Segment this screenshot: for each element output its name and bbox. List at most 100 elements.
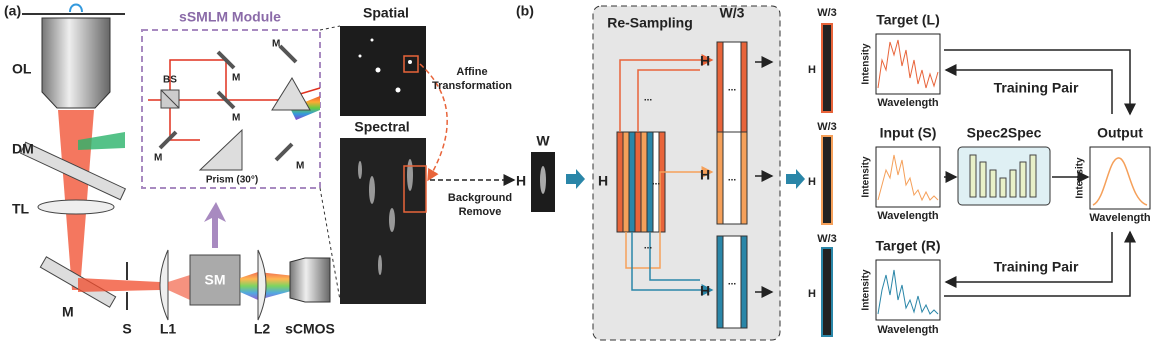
spectrum bbox=[540, 166, 546, 194]
arrow bbox=[944, 230, 1136, 297]
spatial-image bbox=[340, 26, 426, 116]
spectra bbox=[358, 161, 362, 179]
sampling-line bbox=[649, 232, 700, 281]
beam bbox=[168, 275, 190, 300]
plot-title: Output bbox=[1097, 125, 1143, 141]
axis-label: Intensity bbox=[1075, 157, 1086, 199]
spectra bbox=[369, 176, 375, 204]
optic-label: OL bbox=[12, 61, 32, 77]
optic-label: S bbox=[122, 321, 131, 337]
axis-label: Wavelength bbox=[877, 97, 939, 109]
objective bbox=[41, 17, 111, 109]
plot-title: Input (S) bbox=[880, 125, 937, 141]
mirror bbox=[216, 50, 236, 70]
network-title: Spec2Spec bbox=[967, 125, 1042, 141]
affine-label: Transformation bbox=[432, 80, 512, 92]
panel-label: (a) bbox=[4, 3, 21, 19]
plot-frames bbox=[875, 146, 941, 208]
dim-label: H bbox=[598, 173, 608, 189]
beam-path bbox=[148, 59, 227, 101]
mirror bbox=[274, 142, 294, 162]
strip bbox=[821, 23, 833, 113]
spectra bbox=[378, 255, 382, 275]
arrow bbox=[944, 64, 1113, 114]
spectra bbox=[358, 159, 413, 275]
lens bbox=[159, 249, 169, 321]
emitters bbox=[408, 60, 412, 64]
dim-label: H bbox=[808, 176, 816, 188]
ellipsis: ... bbox=[652, 177, 661, 188]
lens bbox=[257, 249, 267, 321]
beam-path bbox=[226, 87, 321, 101]
dim-label: H bbox=[700, 167, 710, 183]
camera bbox=[289, 257, 331, 303]
mirror bbox=[278, 44, 298, 64]
ellipsis: ... bbox=[728, 83, 737, 94]
background-label: Remove bbox=[459, 206, 502, 218]
part-label: Prism (30°) bbox=[206, 175, 258, 186]
output-stacks bbox=[716, 235, 724, 329]
connector bbox=[319, 25, 341, 31]
resampling-title: Re-Sampling bbox=[607, 15, 693, 31]
dim-label: H bbox=[808, 64, 816, 76]
emitters bbox=[358, 38, 412, 93]
plot-frames bbox=[875, 259, 941, 321]
roi bbox=[403, 165, 427, 213]
input-stack bbox=[616, 131, 666, 233]
input-stack bbox=[634, 131, 642, 233]
unet bbox=[1009, 169, 1017, 198]
emitters bbox=[358, 54, 362, 58]
dim-label: W/3 bbox=[817, 7, 837, 19]
plot-frames bbox=[875, 33, 1151, 321]
dim-label: W/3 bbox=[817, 121, 837, 133]
emitters bbox=[395, 87, 401, 93]
optic-label: SM bbox=[205, 272, 226, 288]
unet bbox=[1029, 154, 1037, 198]
plot-frames bbox=[1089, 146, 1151, 210]
output-stacks bbox=[740, 41, 748, 135]
image-label: Spectral bbox=[354, 119, 409, 135]
beam bbox=[78, 278, 160, 292]
output-stacks bbox=[716, 41, 748, 329]
training-pair-label: Training Pair bbox=[994, 259, 1079, 275]
image-label: Spatial bbox=[363, 5, 409, 21]
connector bbox=[319, 187, 341, 301]
axis-label: Intensity bbox=[861, 43, 872, 85]
affine-arrow bbox=[419, 63, 448, 182]
plot-frames bbox=[875, 33, 941, 95]
optic-label: sCMOS bbox=[285, 321, 335, 337]
arrow bbox=[566, 169, 585, 189]
module-title: sSMLM Module bbox=[179, 9, 281, 25]
spectra bbox=[389, 208, 395, 232]
spectra bbox=[407, 159, 413, 191]
dim-label: H bbox=[808, 288, 816, 300]
part-label: M bbox=[296, 161, 304, 172]
output-stacks bbox=[740, 235, 748, 329]
sampling-line bbox=[637, 69, 700, 132]
optic-label: DM bbox=[12, 141, 34, 157]
output-stacks bbox=[740, 131, 748, 225]
ellipsis: ... bbox=[728, 277, 737, 288]
dim-label: W/3 bbox=[817, 233, 837, 245]
optic-label: L2 bbox=[254, 321, 271, 337]
output-stacks bbox=[716, 131, 724, 225]
unet bbox=[999, 177, 1007, 198]
spectrum-line bbox=[877, 269, 939, 315]
axis-label: Wavelength bbox=[877, 324, 939, 336]
axis-label: Wavelength bbox=[877, 210, 939, 222]
sampling-line bbox=[619, 54, 714, 132]
axis-label: Intensity bbox=[861, 269, 872, 311]
input-stack bbox=[622, 131, 630, 233]
emitters bbox=[370, 38, 374, 42]
dim-label: W bbox=[536, 133, 550, 149]
part-label: M bbox=[154, 153, 162, 164]
strip bbox=[821, 135, 833, 225]
beam-splitter bbox=[160, 89, 180, 109]
plot-title: Target (L) bbox=[876, 12, 940, 28]
arrow bbox=[786, 169, 805, 189]
roi bbox=[403, 55, 419, 73]
spectrum-line bbox=[877, 39, 939, 89]
spectrum-line bbox=[877, 154, 939, 202]
spectrum-line bbox=[1092, 157, 1148, 206]
